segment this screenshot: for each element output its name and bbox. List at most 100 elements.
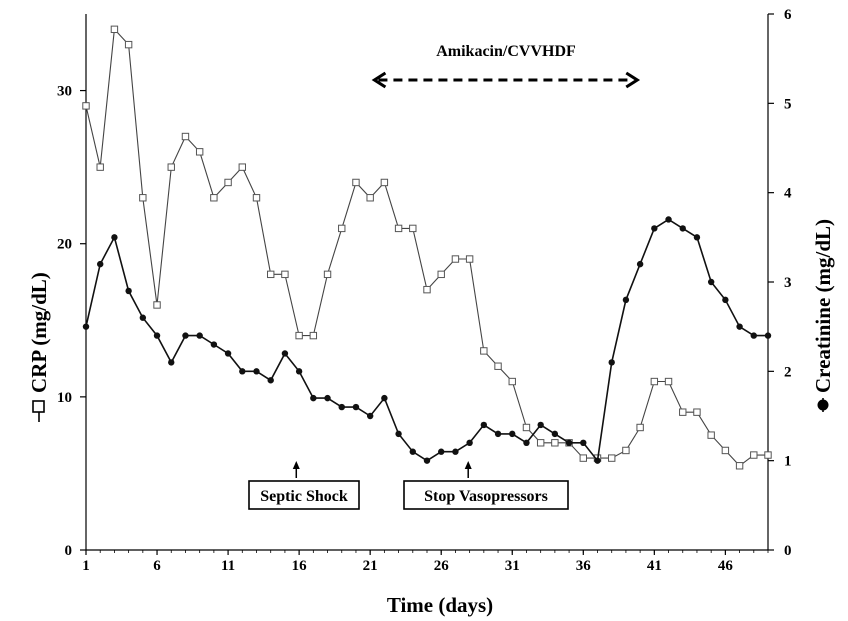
y-right-tick-label: 0 — [784, 543, 792, 559]
creatinine-point — [494, 430, 502, 438]
creatinine-point — [295, 368, 303, 375]
right-axis-title-group: Creatinine (mg/dL) — [811, 219, 835, 412]
creatinine-point — [111, 234, 118, 241]
crp-point — [267, 270, 275, 279]
crp-point — [238, 163, 246, 171]
creatinine-point — [651, 225, 658, 232]
amikacin-label: Amikacin/CVVHDF — [436, 43, 576, 60]
x-tick-label: 16 — [292, 558, 308, 574]
creatinine-point — [338, 403, 345, 411]
circle-marker-icon — [817, 399, 829, 411]
crp-point — [508, 377, 516, 386]
stop-vasopressors-annotation: Stop Vasopressors — [403, 461, 569, 510]
x-tick-label: 26 — [434, 558, 450, 574]
septic-shock-label: Septic Shock — [260, 488, 348, 505]
x-tick-label: 11 — [221, 558, 235, 574]
square-marker-icon — [32, 400, 45, 413]
crp-point — [394, 224, 403, 233]
crp-point — [636, 423, 644, 432]
y-left-tick-label: 10 — [57, 390, 72, 406]
crp-point — [707, 431, 715, 439]
crp-point — [167, 163, 175, 171]
crp-point — [693, 408, 701, 416]
x-tick-label: 6 — [153, 558, 161, 574]
creatinine-point — [608, 359, 615, 366]
crp-point — [295, 331, 303, 340]
crp-point — [210, 194, 218, 202]
crp-point — [764, 451, 772, 459]
creatinine-point — [707, 278, 715, 286]
crp-point — [380, 178, 389, 187]
crp-point — [551, 439, 559, 447]
creatinine-point — [97, 260, 104, 268]
creatinine-point — [224, 350, 232, 357]
creatinine-point — [409, 448, 416, 455]
arrowhead-right-icon — [625, 71, 641, 89]
creatinine-point — [239, 368, 246, 375]
creatinine-point — [452, 448, 459, 455]
crp-point — [750, 451, 758, 459]
crp-point — [252, 194, 261, 202]
creatinine-point — [281, 350, 289, 357]
creatinine-point — [693, 234, 701, 241]
creatinine-point — [580, 439, 587, 446]
crp-point — [110, 25, 119, 34]
creatinine-point — [153, 332, 161, 339]
crp-point — [195, 148, 204, 156]
creatinine-point — [267, 377, 274, 384]
x-tick-label: 31 — [505, 558, 520, 574]
y-right-tick-label: 5 — [784, 96, 792, 112]
crp-point — [96, 163, 104, 171]
creatinine-point — [210, 341, 218, 348]
crp-point — [465, 255, 474, 263]
x-tick-label: 46 — [718, 558, 734, 574]
creatinine-point — [139, 314, 147, 321]
crp-point — [352, 178, 360, 187]
series-layer — [82, 25, 772, 470]
y-left-tick-label: 20 — [57, 237, 72, 253]
creatinine-point — [253, 368, 260, 375]
crp-point — [679, 408, 687, 416]
crp-point — [522, 423, 531, 432]
crp-point — [451, 255, 460, 263]
stop-vasopressors-label: Stop Vasopressors — [424, 488, 548, 505]
y-right-tick-label: 2 — [784, 364, 792, 380]
crp-point — [664, 377, 673, 386]
creatinine-point — [665, 216, 672, 223]
creatinine-point — [679, 225, 686, 232]
crp-point — [181, 132, 190, 141]
creatinine-point — [395, 430, 402, 438]
creatinine-point — [82, 323, 90, 330]
crp-point — [409, 224, 417, 233]
crp-point — [437, 270, 445, 279]
y-right-tick-label: 4 — [784, 186, 792, 202]
crp-point — [139, 194, 147, 202]
y-right-tick-label: 6 — [784, 7, 792, 23]
crp-point — [82, 102, 90, 110]
crp-point — [494, 362, 502, 370]
creatinine-point — [352, 403, 360, 411]
stop-vasopressors-box — [403, 480, 569, 510]
crp-point — [579, 454, 587, 462]
crp-point — [309, 331, 318, 340]
creatinine-point — [622, 296, 630, 304]
y-left-tick-label: 0 — [65, 543, 73, 559]
creatinine-point — [466, 439, 473, 446]
creatinine-point — [381, 394, 388, 402]
crp-point — [153, 301, 161, 309]
crp-point — [366, 194, 374, 202]
arrowhead-left-icon — [371, 71, 387, 89]
creatinine-point — [125, 287, 132, 295]
y-right-tick-label: 1 — [784, 454, 792, 470]
crp-point — [338, 224, 346, 233]
right-axis-title: Creatinine (mg/dL) — [811, 219, 835, 393]
x-axis-title: Time (days) — [387, 593, 493, 617]
y-right-tick-label: 3 — [784, 275, 792, 291]
creatinine-point — [551, 430, 559, 438]
creatinine-point — [438, 448, 445, 455]
septic-shock-box — [248, 480, 360, 510]
x-tick-label: 1 — [82, 558, 90, 574]
